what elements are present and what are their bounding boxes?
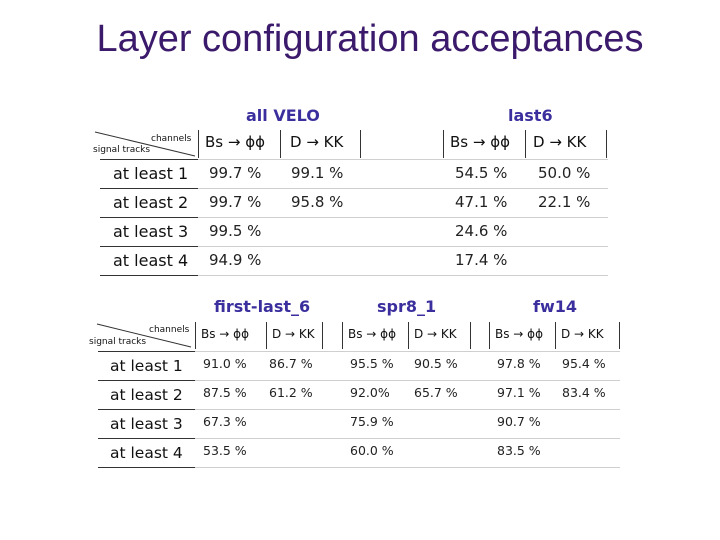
column-header: D → KK [533, 133, 587, 151]
divider [408, 322, 409, 349]
column-header: D → KK [272, 327, 315, 341]
divider [266, 322, 267, 349]
table-cell: 83.4 % [562, 385, 606, 400]
table-cell: 60.0 % [350, 443, 394, 458]
divider [360, 130, 361, 158]
row-label: at least 2 [110, 386, 183, 404]
page-title: Layer configuration acceptances [96, 18, 644, 60]
table-cell: 17.4 % [455, 251, 508, 269]
divider [555, 322, 556, 349]
table-cell: 91.0 % [203, 356, 247, 371]
column-header: Bs → ϕϕ [495, 327, 543, 341]
row-label: at least 4 [110, 444, 183, 462]
divider [280, 130, 281, 158]
table-cell: 47.1 % [455, 193, 508, 211]
divider [198, 130, 199, 158]
row-divider [98, 380, 195, 381]
row-divider [195, 351, 620, 352]
group-header-first-last-6: first-last_6 [214, 297, 311, 316]
table-cell: 22.1 % [538, 193, 591, 211]
corner-label-channels: channels [151, 134, 192, 144]
table-cell: 86.7 % [269, 356, 313, 371]
table-cell: 53.5 % [203, 443, 247, 458]
row-divider [98, 467, 195, 468]
table-cell: 95.8 % [291, 193, 344, 211]
divider [489, 322, 490, 349]
table-cell: 65.7 % [414, 385, 458, 400]
row-divider [198, 275, 608, 276]
table-cell: 99.7 % [209, 193, 262, 211]
divider [322, 322, 323, 349]
divider [195, 322, 196, 349]
group-header-last6: last6 [508, 106, 553, 125]
row-divider [195, 409, 620, 410]
row-divider [100, 159, 198, 160]
table-cell: 90.7 % [497, 414, 541, 429]
table-cell: 99.5 % [209, 222, 262, 240]
divider [342, 322, 343, 349]
corner-label-channels: channels [149, 325, 190, 335]
row-label: at least 4 [113, 251, 189, 270]
table-cell: 67.3 % [203, 414, 247, 429]
table-cell: 99.7 % [209, 164, 262, 182]
divider [525, 130, 526, 158]
row-divider [100, 188, 198, 189]
row-label: at least 3 [110, 415, 183, 433]
table-cell: 97.1 % [497, 385, 541, 400]
row-divider [198, 246, 608, 247]
row-divider [195, 438, 620, 439]
group-header-all-velo: all VELO [246, 106, 320, 125]
row-divider [98, 409, 195, 410]
table-cell: 61.2 % [269, 385, 313, 400]
row-label: at least 3 [113, 222, 189, 241]
row-label: at least 2 [113, 193, 189, 212]
row-divider [198, 188, 608, 189]
row-divider [195, 380, 620, 381]
table-cell: 95.4 % [562, 356, 606, 371]
divider [470, 322, 471, 349]
corner-label-signal-tracks: signal tracks [89, 337, 147, 347]
row-divider [100, 275, 198, 276]
column-header: D → KK [290, 133, 344, 151]
column-header: D → KK [561, 327, 604, 341]
table-cell: 90.5 % [414, 356, 458, 371]
table-cell: 87.5 % [203, 385, 247, 400]
table-cell: 92.0% [350, 385, 390, 400]
row-divider [198, 217, 608, 218]
column-header: Bs → ϕϕ [450, 133, 510, 151]
row-divider [98, 351, 195, 352]
corner-diagonal-1 [94, 131, 196, 157]
group-header-spr8-1: spr8_1 [377, 297, 437, 316]
table-cell: 24.6 % [455, 222, 508, 240]
table-cell: 83.5 % [497, 443, 541, 458]
table-cell: 94.9 % [209, 251, 262, 269]
divider [619, 322, 620, 349]
divider [443, 130, 444, 158]
table-cell: 99.1 % [291, 164, 344, 182]
row-divider [195, 467, 620, 468]
row-divider [98, 438, 195, 439]
row-divider [198, 159, 608, 160]
divider [606, 130, 607, 158]
column-header: Bs → ϕϕ [201, 327, 249, 341]
corner-diagonal-2 [96, 323, 192, 348]
table-cell: 95.5 % [350, 356, 394, 371]
row-label: at least 1 [113, 164, 189, 183]
column-header: Bs → ϕϕ [348, 327, 396, 341]
table-cell: 54.5 % [455, 164, 508, 182]
group-header-fw14: fw14 [533, 297, 578, 316]
row-label: at least 1 [110, 357, 183, 375]
row-divider [100, 217, 198, 218]
row-divider [100, 246, 198, 247]
table-cell: 97.8 % [497, 356, 541, 371]
corner-label-signal-tracks: signal tracks [93, 145, 151, 155]
table-cell: 75.9 % [350, 414, 394, 429]
column-header: D → KK [414, 327, 457, 341]
column-header: Bs → ϕϕ [205, 133, 265, 151]
table-cell: 50.0 % [538, 164, 591, 182]
